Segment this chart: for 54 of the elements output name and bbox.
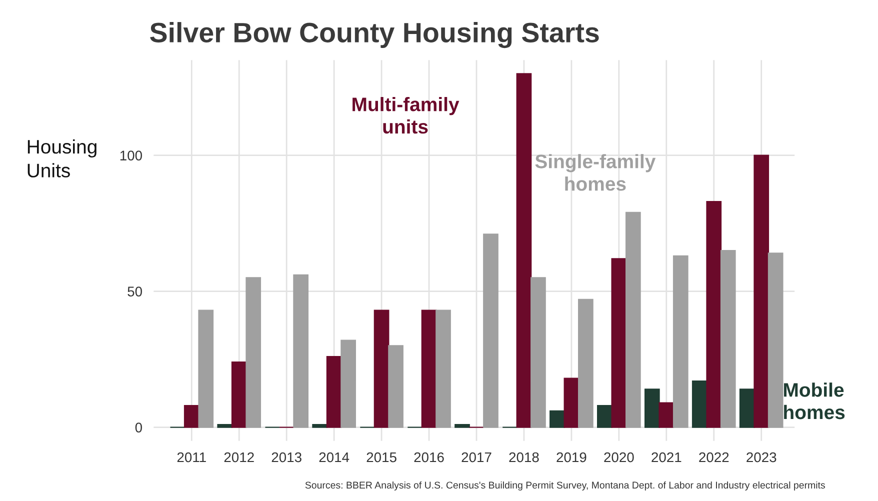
bar bbox=[312, 424, 328, 428]
y-axis-title: Housing Units bbox=[28, 139, 96, 178]
x-tick-label: 2023 bbox=[746, 452, 776, 462]
bar bbox=[578, 298, 594, 428]
chart-title: Silver Bow County Housing Starts bbox=[150, 22, 599, 48]
bar bbox=[231, 361, 247, 428]
bar bbox=[739, 388, 755, 428]
x-tick-label: 2021 bbox=[652, 452, 682, 462]
text: Multi-family units bbox=[352, 96, 460, 134]
bar bbox=[421, 310, 437, 428]
x-tick-label: 2022 bbox=[699, 452, 729, 462]
x-tick-label: 2020 bbox=[604, 452, 634, 462]
bar bbox=[720, 250, 736, 428]
bar bbox=[672, 255, 688, 428]
x-tick-label: 2017 bbox=[462, 452, 492, 462]
bar bbox=[625, 212, 641, 428]
bar bbox=[217, 424, 233, 428]
bar bbox=[692, 380, 708, 428]
bar bbox=[198, 310, 214, 428]
bar bbox=[184, 404, 200, 428]
bar bbox=[293, 274, 309, 428]
bar bbox=[754, 154, 770, 428]
y-tick-label: 0 bbox=[135, 422, 142, 432]
bar bbox=[436, 310, 451, 428]
series-label: Single-family homes bbox=[535, 154, 656, 191]
series-label: Mobile homes bbox=[784, 382, 845, 420]
bar bbox=[483, 234, 498, 428]
bar bbox=[388, 345, 404, 428]
bar bbox=[550, 410, 565, 428]
x-tick-label: 2013 bbox=[272, 452, 302, 462]
x-tick-label: 2018 bbox=[509, 452, 539, 462]
bar bbox=[516, 73, 532, 428]
x-tick-label: 2012 bbox=[224, 452, 254, 462]
bar bbox=[374, 310, 390, 428]
x-tick-label: 2015 bbox=[366, 452, 396, 462]
x-tick-label: 2016 bbox=[414, 452, 444, 462]
x-tick-label: 2014 bbox=[319, 452, 350, 462]
source-note: Sources: BBER Analysis of U.S. Census's Building Permit Survey, Montana Dept. of Labor and Industry electrical permits bbox=[305, 481, 825, 490]
bar bbox=[611, 258, 627, 428]
bar bbox=[706, 200, 722, 428]
bar bbox=[768, 252, 784, 428]
bar bbox=[530, 277, 546, 428]
bar bbox=[454, 424, 470, 428]
y-tick-label: 100 bbox=[120, 150, 142, 160]
bar bbox=[246, 277, 262, 428]
y-tick-label: 50 bbox=[128, 286, 142, 296]
bar bbox=[597, 404, 612, 428]
x-tick-label: 2011 bbox=[177, 452, 206, 462]
bar bbox=[340, 340, 356, 428]
bar bbox=[644, 388, 660, 428]
bar bbox=[564, 378, 580, 428]
bar bbox=[326, 356, 342, 428]
x-tick-label: 2019 bbox=[556, 452, 586, 462]
bar bbox=[658, 402, 674, 428]
